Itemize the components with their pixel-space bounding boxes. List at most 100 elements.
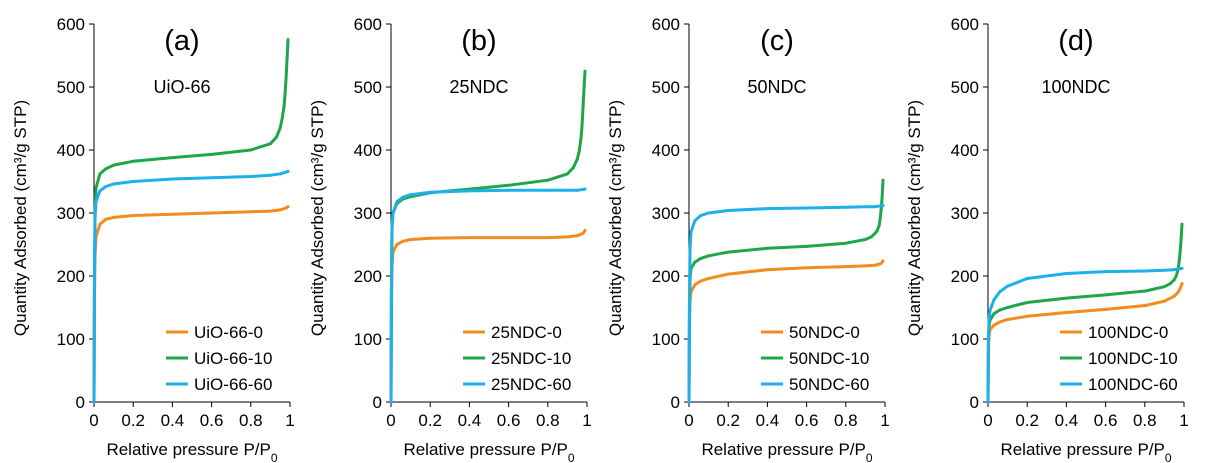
- data-point-uio-66-0: [287, 205, 290, 208]
- data-point-50ndc-10: [878, 224, 881, 227]
- data-point-50ndc-10: [876, 229, 879, 232]
- y-tick-label: 0: [970, 393, 979, 412]
- series-line-25ndc-60: [391, 189, 585, 402]
- data-point-100ndc-10: [1163, 285, 1166, 288]
- data-point-100ndc-10: [1026, 301, 1029, 304]
- x-tick-label: 0: [89, 411, 98, 430]
- data-point-uio-66-60: [132, 180, 135, 183]
- data-point-uio-66-10: [95, 186, 98, 189]
- data-point-25ndc-60: [584, 188, 587, 191]
- x-axis-title-text: Relative pressure P/P: [701, 440, 865, 459]
- data-point-100ndc-0: [1181, 282, 1184, 285]
- data-point-100ndc-10: [992, 312, 995, 315]
- data-point-25ndc-0: [429, 237, 432, 240]
- x-tick-label: 0: [684, 411, 693, 430]
- data-point-50ndc-60: [689, 249, 692, 252]
- data-point-uio-66-60: [93, 293, 96, 296]
- data-point-25ndc-0: [582, 232, 585, 235]
- legend-label: UiO-66-60: [194, 375, 272, 394]
- y-axis-title: Quantity Adsorbed (cm³/g STP): [905, 100, 924, 336]
- data-point-100ndc-60: [987, 401, 990, 404]
- x-axis-title-subscript: 0: [866, 451, 873, 463]
- x-tick-label: 0.2: [418, 411, 442, 430]
- data-point-uio-66-0: [132, 214, 135, 217]
- data-point-50ndc-10: [699, 257, 702, 260]
- data-point-100ndc-60: [989, 309, 992, 312]
- data-point-uio-66-10: [281, 117, 284, 120]
- y-tick-label: 600: [652, 15, 680, 34]
- data-point-25ndc-10: [578, 150, 581, 153]
- panel-b: 01002003004005006000 0.2 0.4 0.6 0.8 1Relativ…: [308, 15, 592, 463]
- data-point-uio-66-60: [171, 178, 174, 181]
- x-tick-label: 0.6: [795, 411, 819, 430]
- data-point-50ndc-0: [727, 273, 730, 276]
- data-point-50ndc-0: [766, 268, 769, 271]
- data-point-uio-66-10: [279, 126, 282, 129]
- data-point-25ndc-0: [584, 229, 587, 232]
- data-point-50ndc-0: [844, 265, 847, 268]
- data-point-50ndc-0: [864, 264, 867, 267]
- data-point-100ndc-60: [1104, 270, 1107, 273]
- x-tick-label: 0.6: [497, 411, 521, 430]
- x-axis-title: Relative pressure P/P0: [1000, 440, 1171, 463]
- data-point-25ndc-60: [392, 212, 395, 215]
- y-tick-label: 0: [671, 393, 680, 412]
- data-point-25ndc-10: [546, 179, 549, 182]
- data-point-100ndc-60: [1026, 277, 1029, 280]
- data-point-25ndc-60: [566, 189, 569, 192]
- data-point-100ndc-10: [1178, 261, 1181, 264]
- data-point-50ndc-60: [699, 214, 702, 217]
- panel-title: 25NDC: [449, 77, 508, 97]
- y-axis-title: Quantity Adsorbed (cm³/g STP): [308, 100, 327, 336]
- data-point-50ndc-10: [880, 208, 883, 211]
- data-point-25ndc-60: [395, 200, 398, 203]
- panel-a: 0 100 200 300 400 500 600 0 0.2 0.4 0.6 0.8 1 Relativ…: [11, 15, 295, 463]
- data-point-uio-66-10: [104, 167, 107, 170]
- legend-label: UiO-66-0: [194, 323, 263, 342]
- y-tick-label: 200: [57, 267, 85, 286]
- data-point-25ndc-60: [429, 191, 432, 194]
- y-tick-label: 100: [57, 330, 85, 349]
- data-point-100ndc-10: [1173, 278, 1176, 281]
- data-point-uio-66-0: [249, 210, 252, 213]
- x-axis-title-subscript: 0: [271, 451, 278, 463]
- data-point-25ndc-0: [409, 238, 412, 241]
- x-axis-title-text: Relative pressure P/P: [403, 440, 567, 459]
- data-point-uio-66-10: [275, 136, 278, 139]
- data-point-100ndc-60: [1163, 269, 1166, 272]
- panel-c: 01002003004005006000 0.2 0.4 0.6 0.8 1Relativ…: [606, 15, 890, 463]
- panel-label: (b): [461, 25, 496, 57]
- data-point-uio-66-60: [269, 174, 272, 177]
- y-tick-label: 600: [354, 15, 382, 34]
- data-point-25ndc-10: [583, 86, 586, 89]
- data-point-100ndc-10: [1143, 290, 1146, 293]
- data-point-50ndc-60: [844, 206, 847, 209]
- data-point-100ndc-0: [1006, 318, 1009, 321]
- data-point-uio-66-60: [279, 172, 282, 175]
- panel-title: UiO-66: [153, 77, 210, 97]
- data-point-50ndc-0: [693, 283, 696, 286]
- x-axis-title: Relative pressure P/P0: [403, 440, 574, 463]
- data-point-100ndc-60: [992, 298, 995, 301]
- series-line-50ndc-10: [689, 180, 883, 402]
- x-tick-label: 0.2: [716, 411, 740, 430]
- x-tick-label: 0.8: [239, 411, 263, 430]
- data-point-25ndc-60: [546, 189, 549, 192]
- x-tick-label: 0.4: [458, 411, 482, 430]
- data-point-100ndc-60: [1065, 272, 1068, 275]
- data-point-uio-66-60: [98, 189, 101, 192]
- data-point-uio-66-10: [285, 76, 288, 79]
- y-tick-label: 600: [57, 15, 85, 34]
- data-point-uio-66-10: [210, 153, 213, 156]
- legend-label: 50NDC-60: [789, 375, 869, 394]
- data-point-100ndc-10: [1175, 275, 1178, 278]
- data-point-25ndc-60: [409, 193, 412, 196]
- data-point-100ndc-60: [988, 319, 991, 322]
- x-tick-label: 1: [285, 411, 294, 430]
- data-point-uio-66-0: [98, 223, 101, 226]
- y-tick-label: 500: [652, 78, 680, 97]
- data-point-100ndc-60: [1173, 268, 1176, 271]
- data-point-50ndc-0: [882, 259, 885, 262]
- panel-title: 100NDC: [1041, 77, 1110, 97]
- y-tick-label: 300: [652, 204, 680, 223]
